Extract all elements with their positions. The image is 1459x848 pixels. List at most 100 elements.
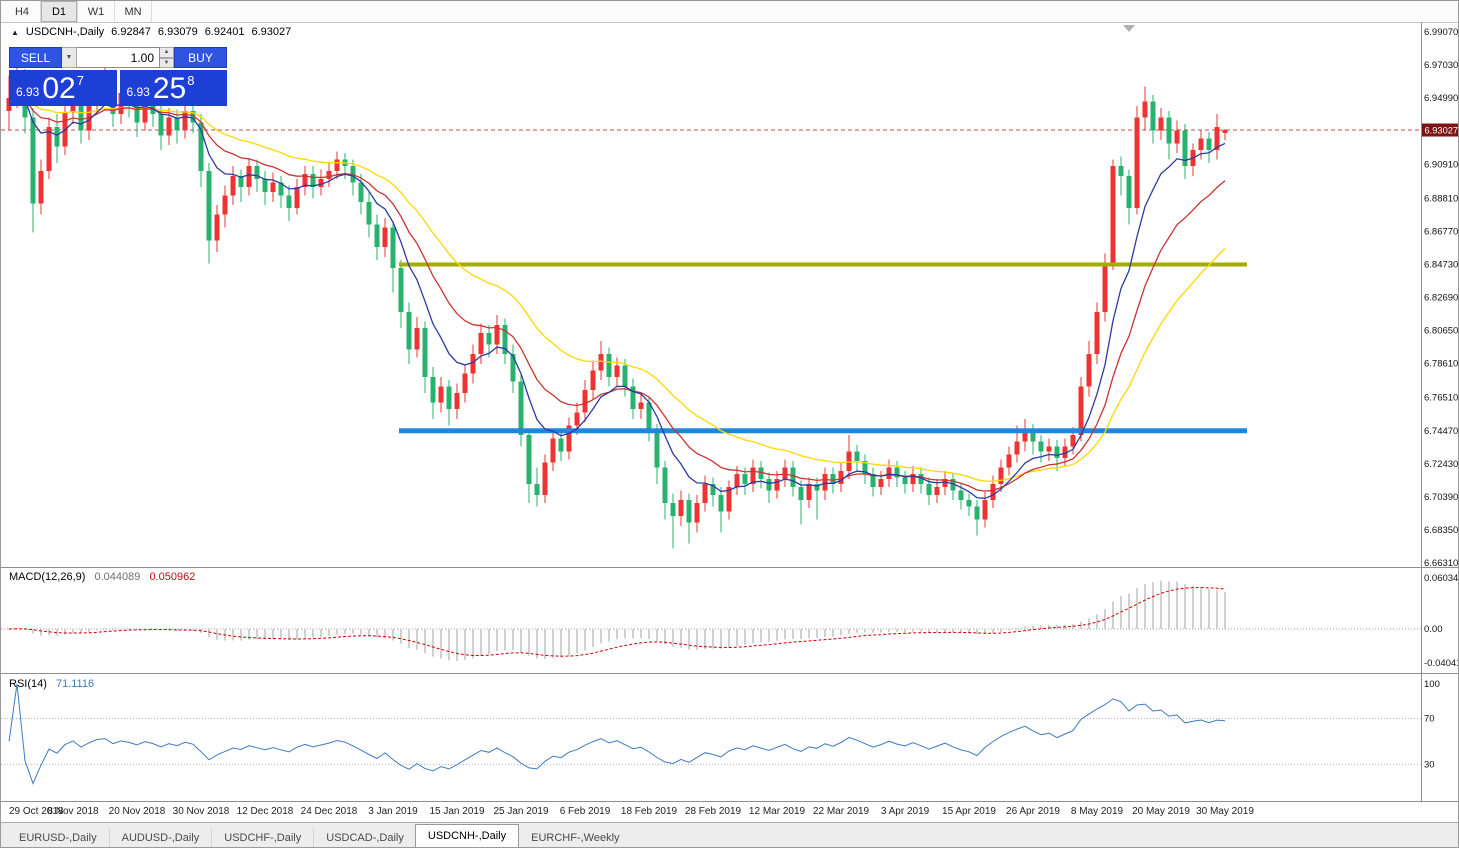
- macd-histogram-bar: [336, 629, 338, 635]
- date-axis-label: 20 Nov 2018: [109, 806, 166, 817]
- chart-tab-usdcnh-daily[interactable]: USDCNH-,Daily: [414, 824, 520, 847]
- macd-histogram-bar: [472, 629, 474, 659]
- candle-body: [270, 182, 276, 193]
- macd-histogram-bar: [800, 629, 802, 640]
- timeframe-button-h4[interactable]: H4: [4, 1, 41, 22]
- chart-title: ▲ USDCNH-,Daily 6.92847 6.93079 6.92401 …: [11, 26, 291, 38]
- candle-body: [446, 386, 452, 410]
- ohlc-open: 6.92847: [111, 26, 151, 38]
- candle-body: [470, 354, 476, 374]
- buy-button[interactable]: BUY: [174, 47, 227, 68]
- volume-input[interactable]: [77, 47, 160, 68]
- macd-histogram-bar: [1032, 625, 1034, 629]
- macd-histogram-bar: [128, 628, 130, 630]
- price-axis-label: 6.99070: [1424, 27, 1458, 38]
- candle-body: [486, 333, 492, 345]
- timeframe-button-w1[interactable]: W1: [78, 1, 115, 22]
- price-pane[interactable]: [1, 23, 1421, 567]
- macd-histogram-bar: [848, 629, 850, 634]
- macd-pane[interactable]: [1, 569, 1421, 673]
- macd-histogram-bar: [928, 629, 930, 633]
- sell-price-integer: 6.93: [16, 85, 40, 99]
- macd-histogram-bar: [824, 629, 826, 637]
- candle-body: [334, 159, 340, 171]
- macd-histogram-bar: [432, 629, 434, 657]
- macd-histogram-bar: [736, 629, 738, 647]
- candle-body: [38, 170, 44, 204]
- candle-body: [390, 227, 396, 269]
- macd-value-signal: 0.050962: [149, 571, 196, 583]
- volume-dropdown-button[interactable]: ▼: [62, 47, 77, 68]
- macd-value-main: 0.044089: [94, 571, 141, 583]
- macd-histogram-bar: [720, 629, 722, 649]
- timeframe-button-mn[interactable]: MN: [115, 1, 152, 22]
- candle-body: [686, 499, 692, 523]
- macd-histogram-bar: [328, 629, 330, 637]
- macd-histogram-bar: [1136, 588, 1138, 629]
- rsi-line: [8, 683, 1226, 785]
- candle-body: [294, 187, 300, 209]
- macd-histogram-bar: [752, 629, 754, 644]
- macd-histogram-bar: [544, 629, 546, 660]
- macd-histogram-bar: [672, 629, 674, 647]
- macd-histogram-bar: [768, 629, 770, 642]
- price-axis-column[interactable]: [1422, 23, 1459, 802]
- candle-body: [662, 467, 668, 504]
- macd-histogram-bar: [896, 629, 898, 632]
- macd-histogram-bar: [256, 629, 258, 640]
- price-axis-label: 6.88810: [1424, 193, 1458, 204]
- candle-body: [46, 127, 52, 171]
- price-axis-label: 6.70390: [1424, 492, 1458, 503]
- chart-tab-eurusd-daily[interactable]: EURUSD-,Daily: [19, 831, 97, 844]
- trendline-horizontal-1[interactable]: [399, 428, 1247, 434]
- ohlc-high: 6.93079: [157, 26, 198, 38]
- sell-button[interactable]: SELL: [9, 47, 62, 68]
- candle-body: [366, 201, 372, 225]
- macd-histogram-bar: [8, 629, 10, 630]
- sell-price-display[interactable]: 6.93 02 7: [9, 70, 117, 106]
- chart-tab-usdcad-daily[interactable]: USDCAD-,Daily: [313, 828, 416, 847]
- one-click-panel-toggle-icon[interactable]: ▲: [11, 27, 19, 37]
- macd-histogram-bar: [576, 629, 578, 654]
- macd-histogram-bar: [296, 629, 298, 640]
- date-axis[interactable]: [1, 802, 1421, 820]
- candle-body: [734, 474, 740, 488]
- macd-histogram-bar: [904, 629, 906, 632]
- candle-body: [766, 478, 772, 491]
- buy-price-display[interactable]: 6.93 25 8: [119, 70, 227, 106]
- chart-shift-marker-icon[interactable]: [1123, 25, 1135, 32]
- macd-histogram-bar: [968, 629, 970, 634]
- macd-histogram-bar: [240, 629, 242, 641]
- candle-body: [190, 111, 196, 123]
- candle-body: [542, 462, 548, 496]
- macd-histogram-bar: [728, 629, 730, 648]
- candle-body: [606, 354, 612, 377]
- buy-price-point: 8: [187, 73, 195, 88]
- trendline-horizontal-0[interactable]: [399, 262, 1247, 267]
- macd-histogram-bar: [16, 628, 18, 630]
- date-axis-label: 8 Nov 2018: [47, 806, 99, 817]
- candle-body: [926, 483, 932, 496]
- candle-body: [974, 506, 980, 520]
- chart-tab-eurchf-weekly[interactable]: EURCHF-,Weekly: [518, 828, 631, 847]
- macd-axis-label: 0.06034: [1424, 573, 1458, 584]
- volume-spinner: ▲ ▼: [160, 47, 174, 68]
- macd-histogram-bar: [880, 629, 882, 633]
- volume-decrease-button[interactable]: ▼: [160, 57, 174, 68]
- chart-tab-usdchf-daily[interactable]: USDCHF-,Daily: [211, 828, 313, 847]
- rsi-pane[interactable]: [1, 675, 1421, 802]
- macd-histogram-bar: [80, 629, 82, 634]
- candle-body: [214, 214, 220, 241]
- volume-increase-button[interactable]: ▲: [160, 47, 174, 58]
- chart-tab-audusd-daily[interactable]: AUDUSD-,Daily: [108, 828, 212, 847]
- candle-body: [678, 499, 684, 517]
- macd-histogram-bar: [952, 629, 954, 633]
- macd-histogram-bar: [272, 629, 274, 640]
- timeframe-button-d1[interactable]: D1: [41, 1, 78, 22]
- macd-histogram-bar: [72, 629, 74, 633]
- date-axis-label: 25 Jan 2019: [493, 806, 548, 817]
- macd-histogram-bar: [104, 628, 106, 630]
- candle-body: [1150, 101, 1156, 131]
- one-click-trading-panel: SELL ▼ ▲ ▼ BUY 6.93 02 7 6.93 25 8: [9, 47, 227, 106]
